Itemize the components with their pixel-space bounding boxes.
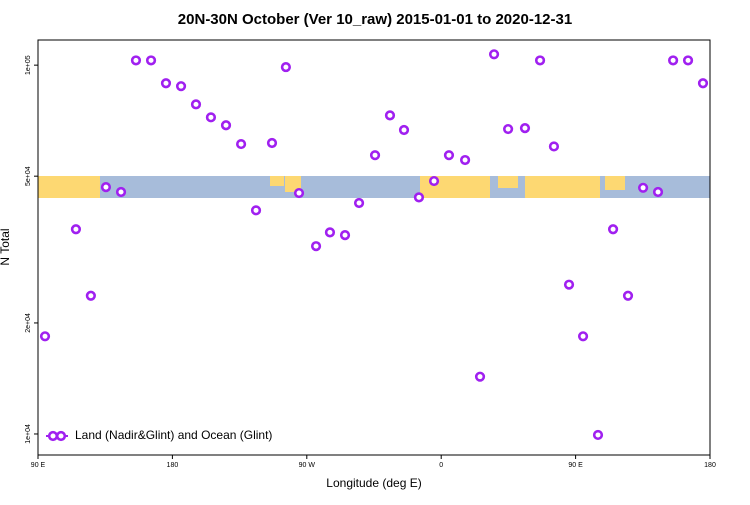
land bbox=[605, 176, 625, 190]
point bbox=[577, 331, 589, 342]
map-strip bbox=[38, 176, 710, 198]
point bbox=[339, 230, 351, 241]
x-tick-label: 0 bbox=[439, 462, 443, 469]
point bbox=[250, 205, 262, 216]
point bbox=[190, 99, 202, 110]
point bbox=[384, 110, 396, 121]
x-tick-label: 180 bbox=[704, 462, 716, 469]
point bbox=[697, 78, 709, 89]
y-axis-label: N Total bbox=[0, 228, 12, 265]
y-tick-label: 1e+04 bbox=[25, 424, 32, 444]
point bbox=[428, 175, 440, 187]
point bbox=[459, 154, 471, 166]
x-axis-label: Longitude (deg E) bbox=[326, 476, 421, 490]
point bbox=[443, 150, 455, 161]
land bbox=[525, 176, 600, 198]
point bbox=[115, 186, 127, 198]
point bbox=[293, 187, 305, 199]
point bbox=[398, 124, 410, 136]
point bbox=[592, 429, 604, 441]
x-tick-label: 90 E bbox=[568, 462, 583, 469]
point bbox=[145, 55, 157, 66]
y-tick-label: 2e+04 bbox=[25, 313, 32, 333]
point bbox=[70, 224, 82, 235]
point bbox=[503, 123, 514, 135]
point bbox=[369, 150, 381, 161]
point bbox=[353, 197, 365, 209]
legend-marker bbox=[55, 430, 67, 442]
point bbox=[324, 227, 336, 238]
point bbox=[220, 120, 232, 131]
point bbox=[622, 290, 634, 301]
point bbox=[563, 279, 575, 290]
point bbox=[235, 138, 247, 150]
x-tick-label: 180 bbox=[167, 462, 179, 469]
point bbox=[160, 78, 172, 89]
point bbox=[280, 61, 291, 73]
point bbox=[637, 182, 649, 193]
point bbox=[85, 290, 96, 301]
y-tick-label: 5e+04 bbox=[25, 166, 32, 186]
point bbox=[175, 81, 187, 92]
land bbox=[285, 176, 301, 192]
point bbox=[39, 331, 51, 342]
x-tick-label: 90 W bbox=[299, 462, 316, 469]
land bbox=[38, 176, 100, 198]
x-tick-label: 90 E bbox=[31, 462, 46, 469]
land bbox=[270, 176, 284, 186]
point bbox=[488, 49, 500, 60]
legend-label: Land (Nadir&Glint) and Ocean (Glint) bbox=[75, 428, 272, 442]
point bbox=[100, 182, 112, 193]
point bbox=[607, 224, 619, 235]
point bbox=[652, 186, 664, 198]
point bbox=[682, 55, 694, 66]
point bbox=[534, 55, 546, 66]
point bbox=[519, 123, 531, 134]
point bbox=[266, 137, 278, 149]
point bbox=[310, 241, 322, 252]
legend-marker bbox=[47, 430, 59, 442]
plot-frame bbox=[37, 39, 711, 456]
point bbox=[130, 55, 142, 66]
point bbox=[413, 192, 425, 203]
chart-title: 20N-30N October (Ver 10_raw) 2015-01-01 … bbox=[178, 11, 572, 28]
land bbox=[498, 176, 518, 188]
y-tick-label: 1e+05 bbox=[25, 55, 32, 75]
point bbox=[474, 371, 486, 382]
point bbox=[548, 141, 560, 152]
point bbox=[668, 55, 679, 66]
point bbox=[205, 112, 217, 123]
